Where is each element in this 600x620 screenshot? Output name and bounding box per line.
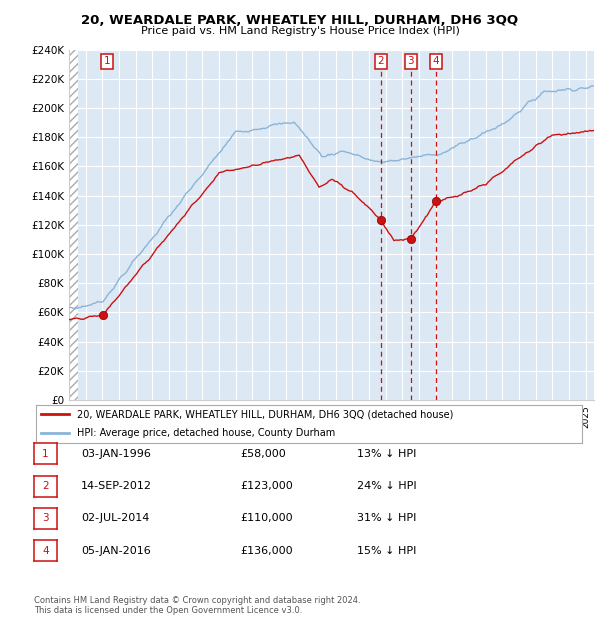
Text: 31% ↓ HPI: 31% ↓ HPI xyxy=(357,513,416,523)
Text: £123,000: £123,000 xyxy=(240,481,293,491)
Text: 20, WEARDALE PARK, WHEATLEY HILL, DURHAM, DH6 3QQ (detached house): 20, WEARDALE PARK, WHEATLEY HILL, DURHAM… xyxy=(77,409,454,420)
Text: 2: 2 xyxy=(377,56,384,66)
Text: 13% ↓ HPI: 13% ↓ HPI xyxy=(357,449,416,459)
Text: 14-SEP-2012: 14-SEP-2012 xyxy=(81,481,152,491)
Text: 3: 3 xyxy=(42,513,49,523)
Text: 4: 4 xyxy=(433,56,439,66)
Text: 15% ↓ HPI: 15% ↓ HPI xyxy=(357,546,416,556)
Bar xyxy=(69,50,78,400)
Text: 1: 1 xyxy=(104,56,110,66)
Text: £58,000: £58,000 xyxy=(240,449,286,459)
Text: 24% ↓ HPI: 24% ↓ HPI xyxy=(357,481,416,491)
Text: Contains HM Land Registry data © Crown copyright and database right 2024.
This d: Contains HM Land Registry data © Crown c… xyxy=(34,596,361,615)
Text: 2: 2 xyxy=(42,481,49,491)
Text: £136,000: £136,000 xyxy=(240,546,293,556)
Text: 1: 1 xyxy=(42,449,49,459)
Text: 02-JUL-2014: 02-JUL-2014 xyxy=(81,513,149,523)
Text: 4: 4 xyxy=(42,546,49,556)
Text: 03-JAN-1996: 03-JAN-1996 xyxy=(81,449,151,459)
Text: 05-JAN-2016: 05-JAN-2016 xyxy=(81,546,151,556)
Text: 3: 3 xyxy=(407,56,414,66)
Text: 20, WEARDALE PARK, WHEATLEY HILL, DURHAM, DH6 3QQ: 20, WEARDALE PARK, WHEATLEY HILL, DURHAM… xyxy=(82,14,518,27)
Text: Price paid vs. HM Land Registry's House Price Index (HPI): Price paid vs. HM Land Registry's House … xyxy=(140,26,460,36)
Text: £110,000: £110,000 xyxy=(240,513,293,523)
Text: HPI: Average price, detached house, County Durham: HPI: Average price, detached house, Coun… xyxy=(77,428,335,438)
